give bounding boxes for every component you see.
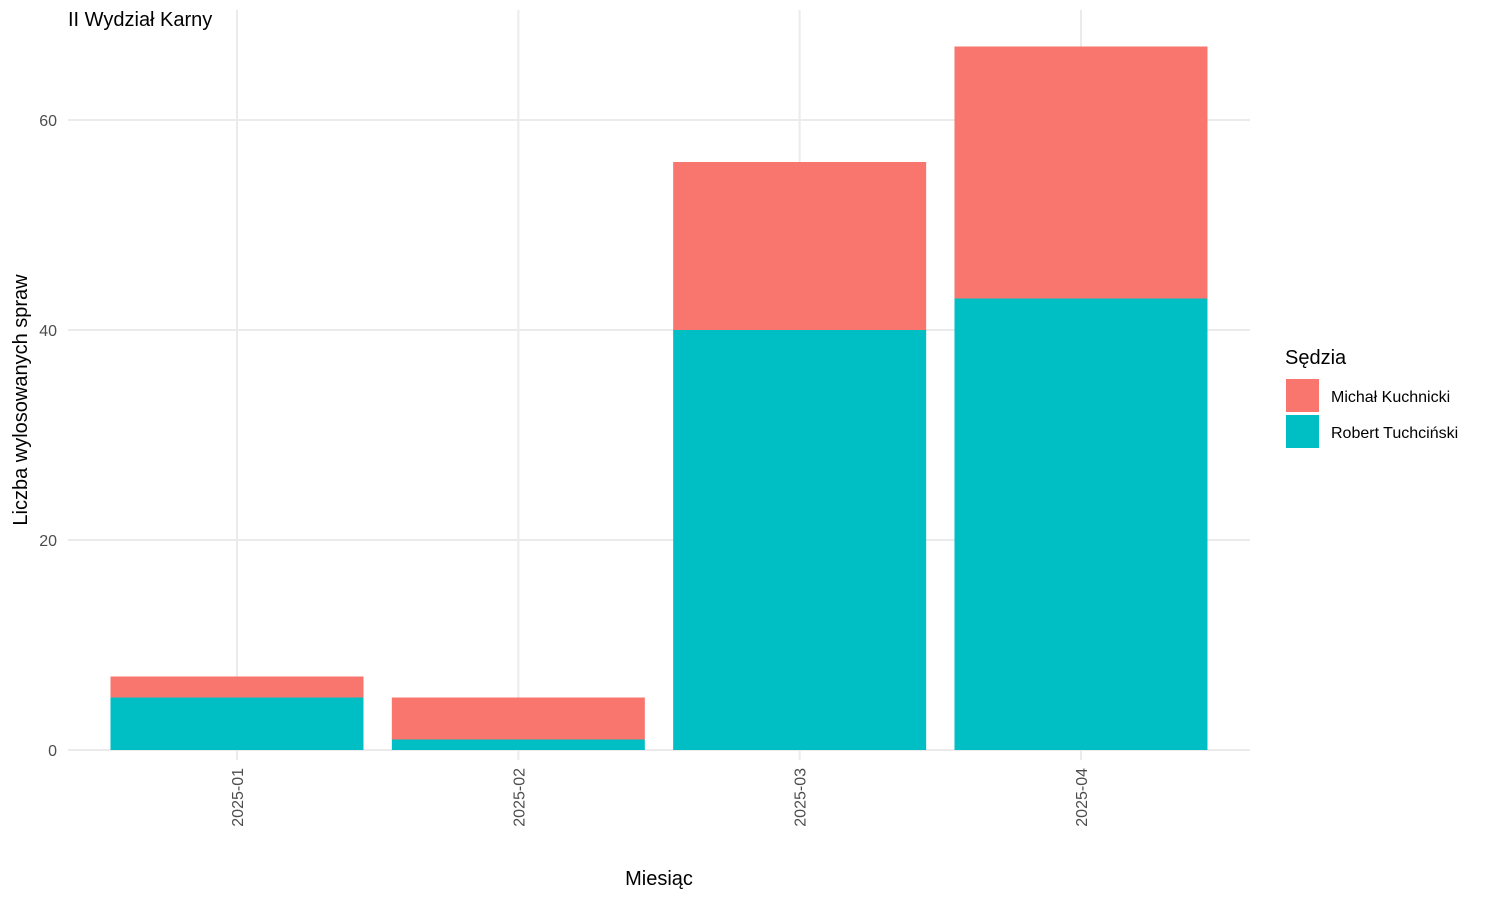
bar-segment	[391, 697, 645, 740]
bar-segment	[391, 739, 645, 750]
legend-title: Sędzia	[1285, 347, 1347, 369]
legend-label: Robert Tuchciński	[1331, 425, 1458, 442]
bar-segment	[673, 330, 927, 750]
x-axis-ticks: 2025-01 2025-02 2025-03 2025-04	[230, 768, 1091, 827]
y-tick-label: 0	[48, 743, 57, 760]
bar-segment	[110, 676, 364, 698]
legend-swatch	[1286, 379, 1319, 412]
legend-swatch	[1286, 415, 1319, 448]
x-tick-label: 2025-02	[511, 768, 528, 827]
x-tick-label: 2025-04	[1074, 768, 1091, 827]
x-tick-label: 2025-03	[793, 768, 810, 827]
bar-segment	[673, 162, 927, 330]
x-tick-label: 2025-01	[230, 768, 247, 827]
y-tick-label: 40	[39, 323, 57, 340]
y-axis-ticks: 0 20 40 60	[39, 113, 57, 760]
legend: Sędzia Michał Kuchnicki Robert Tuchciński	[1285, 347, 1458, 448]
bar-segment	[110, 697, 364, 750]
legend-label: Michał Kuchnicki	[1331, 389, 1450, 406]
bar-segment	[954, 298, 1208, 750]
bar-segment	[954, 46, 1208, 299]
y-axis-title: Liczba wylosowanych spraw	[10, 274, 32, 526]
y-tick-label: 20	[39, 533, 57, 550]
chart-title: II Wydział Karny	[68, 9, 212, 31]
bars	[110, 46, 1208, 750]
x-axis-title: Miesiąc	[625, 868, 693, 890]
y-tick-label: 60	[39, 113, 57, 130]
